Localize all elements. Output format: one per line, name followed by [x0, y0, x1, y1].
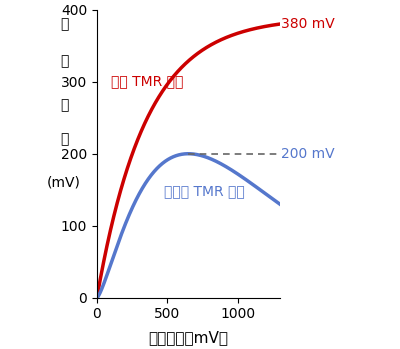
Text: (mV): (mV)	[47, 176, 81, 190]
X-axis label: 印可電圧（mV）: 印可電圧（mV）	[148, 330, 228, 345]
Text: 新型 TMR 素子: 新型 TMR 素子	[111, 75, 183, 89]
Text: 200 mV: 200 mV	[281, 147, 335, 161]
Text: 380 mV: 380 mV	[281, 17, 335, 31]
Text: 圧: 圧	[60, 132, 68, 146]
Text: 力: 力	[60, 54, 68, 68]
Text: 従来型 TMR 素子: 従来型 TMR 素子	[164, 184, 245, 198]
Text: 電: 電	[60, 98, 68, 112]
Text: 出: 出	[60, 17, 68, 31]
